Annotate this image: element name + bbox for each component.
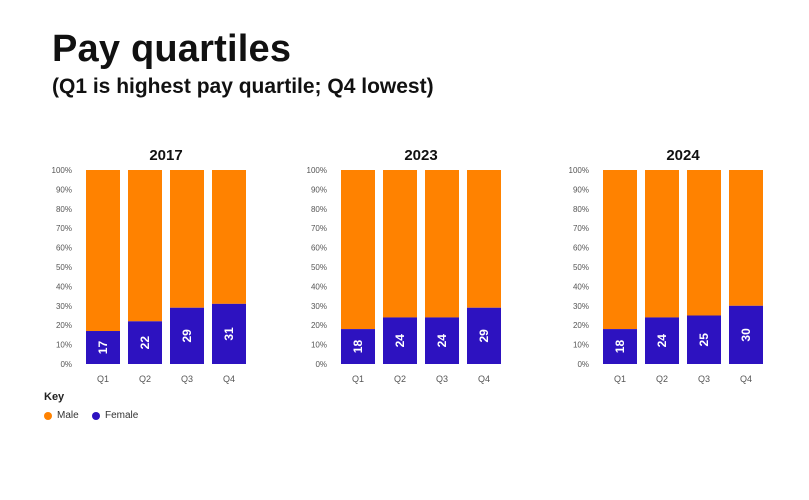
bar-male-Q2 — [645, 170, 679, 318]
bar-female-Q1 — [86, 331, 120, 364]
y-tick-label: 50% — [573, 263, 589, 272]
y-tick-label: 70% — [311, 224, 327, 233]
x-tick-label-Q3: Q3 — [698, 374, 710, 384]
bar-female-Q2 — [645, 317, 679, 364]
bar-female-Q2 — [383, 317, 417, 364]
bar-female-Q4 — [212, 303, 246, 364]
chart-title-2024: 2024 — [666, 147, 700, 164]
data-label-female-Q2: 24 — [655, 334, 669, 348]
y-tick-label: 10% — [573, 341, 589, 350]
data-label-female-Q1: 18 — [351, 340, 365, 354]
y-tick-label: 100% — [52, 166, 72, 175]
y-tick-label: 90% — [573, 185, 589, 194]
y-tick-label: 50% — [311, 263, 327, 272]
y-tick-label: 20% — [56, 321, 72, 330]
y-tick-label: 90% — [311, 185, 327, 194]
x-tick-label-Q3: Q3 — [436, 374, 448, 384]
data-label-female-Q3: 29 — [180, 329, 194, 343]
legend-item-female: Female — [92, 410, 138, 421]
bar-male-Q1 — [341, 170, 375, 330]
bar-male-Q4 — [467, 170, 501, 308]
bar-male-Q1 — [603, 170, 637, 330]
legend-item-male: Male — [44, 410, 79, 421]
bar-male-Q2 — [383, 170, 417, 318]
bar-female-Q2 — [128, 321, 162, 364]
legend-title: Key — [44, 391, 65, 403]
y-tick-label: 50% — [56, 263, 72, 272]
data-label-female-Q2: 22 — [138, 336, 152, 350]
y-tick-label: 60% — [311, 244, 327, 253]
x-tick-label-Q4: Q4 — [740, 374, 752, 384]
x-tick-label-Q2: Q2 — [656, 374, 668, 384]
y-tick-label: 20% — [311, 321, 327, 330]
bar-male-Q1 — [86, 170, 120, 332]
data-label-female-Q3: 24 — [435, 334, 449, 348]
x-tick-label-Q1: Q1 — [352, 374, 364, 384]
page-title: Pay quartiles — [52, 28, 292, 70]
bar-male-Q4 — [212, 170, 246, 304]
x-tick-label-Q2: Q2 — [139, 374, 151, 384]
y-tick-label: 10% — [56, 341, 72, 350]
x-tick-label-Q4: Q4 — [478, 374, 490, 384]
y-tick-label: 80% — [56, 205, 72, 214]
data-label-female-Q4: 31 — [222, 327, 236, 341]
y-tick-label: 0% — [315, 360, 327, 369]
y-tick-label: 80% — [311, 205, 327, 214]
male-swatch-icon — [44, 411, 52, 420]
bar-female-Q1 — [603, 329, 637, 364]
data-label-female-Q1: 18 — [613, 340, 627, 354]
bar-male-Q4 — [729, 170, 763, 306]
y-tick-label: 30% — [573, 302, 589, 311]
bar-male-Q3 — [170, 170, 204, 308]
page-subtitle: (Q1 is highest pay quartile; Q4 lowest) — [52, 75, 434, 98]
y-tick-label: 60% — [573, 244, 589, 253]
y-tick-label: 0% — [577, 360, 589, 369]
y-tick-label: 10% — [311, 341, 327, 350]
x-tick-label-Q1: Q1 — [97, 374, 109, 384]
y-tick-label: 40% — [573, 282, 589, 291]
data-label-female-Q4: 29 — [477, 329, 491, 343]
bar-male-Q3 — [425, 170, 459, 318]
y-tick-label: 30% — [56, 302, 72, 311]
data-label-female-Q1: 17 — [96, 341, 110, 355]
y-tick-label: 40% — [56, 282, 72, 291]
y-tick-label: 100% — [569, 166, 589, 175]
data-label-female-Q3: 25 — [697, 333, 711, 347]
y-tick-label: 100% — [307, 166, 327, 175]
bar-female-Q1 — [341, 329, 375, 364]
y-tick-label: 40% — [311, 282, 327, 291]
y-tick-label: 60% — [56, 244, 72, 253]
y-tick-label: 70% — [56, 224, 72, 233]
legend-label-male: Male — [57, 410, 79, 421]
bar-female-Q3 — [425, 317, 459, 364]
y-tick-label: 70% — [573, 224, 589, 233]
y-tick-label: 90% — [56, 185, 72, 194]
chart-title-2017: 2017 — [149, 147, 182, 164]
x-tick-label-Q1: Q1 — [614, 374, 626, 384]
female-swatch-icon — [92, 411, 100, 420]
bar-female-Q3 — [687, 315, 721, 364]
data-label-female-Q2: 24 — [393, 334, 407, 348]
x-tick-label-Q2: Q2 — [394, 374, 406, 384]
y-tick-label: 0% — [60, 360, 72, 369]
data-label-female-Q4: 30 — [739, 328, 753, 342]
chart-title-2023: 2023 — [404, 147, 437, 164]
bar-male-Q3 — [687, 170, 721, 316]
bar-male-Q2 — [128, 170, 162, 322]
bar-female-Q3 — [170, 307, 204, 364]
x-tick-label-Q3: Q3 — [181, 374, 193, 384]
y-tick-label: 30% — [311, 302, 327, 311]
bar-female-Q4 — [729, 305, 763, 364]
x-tick-label-Q4: Q4 — [223, 374, 235, 384]
legend-label-female: Female — [105, 410, 139, 421]
y-tick-label: 80% — [573, 205, 589, 214]
y-tick-label: 20% — [573, 321, 589, 330]
bar-female-Q4 — [467, 307, 501, 364]
